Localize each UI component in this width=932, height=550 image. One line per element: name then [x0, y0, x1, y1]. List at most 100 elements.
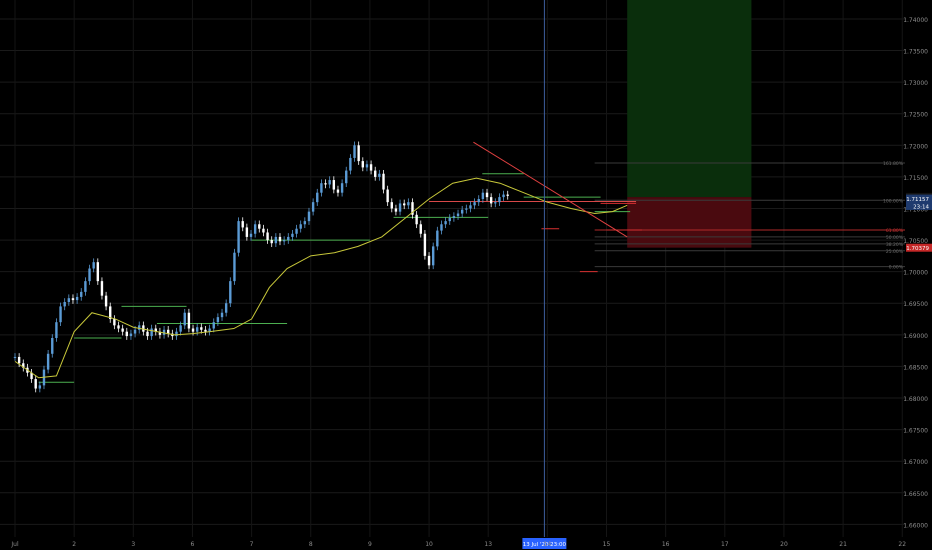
candle-body [22, 363, 25, 368]
candle-body [75, 296, 79, 301]
candle-body [191, 328, 195, 332]
candle-body [46, 353, 50, 370]
candle-body [390, 202, 393, 209]
price-tick-label: 1.72000 [903, 143, 928, 150]
candle-body [374, 170, 377, 177]
candle-body [386, 189, 389, 203]
candle-body [361, 161, 365, 168]
price-tick-label: 1.68500 [903, 364, 928, 371]
fib-level-label: 50.00% [886, 235, 904, 241]
price-tick-label: 1.73000 [903, 80, 928, 87]
time-tick-label: 8 [309, 541, 313, 548]
candle-body [84, 281, 87, 292]
candle-body [357, 145, 360, 162]
candle-body [80, 291, 83, 297]
candle-body [398, 203, 402, 212]
candle-body [262, 228, 265, 233]
moving-average [14, 177, 628, 379]
candle-body [63, 301, 66, 307]
descending-trendline [473, 141, 628, 238]
candle-body [17, 356, 21, 364]
fib-level-label: 161.80% [883, 161, 904, 167]
position-tool[interactable] [627, 0, 752, 248]
candle-body [38, 385, 42, 389]
candle-body [403, 203, 406, 206]
candle-body [166, 329, 170, 334]
candle-body [216, 317, 220, 323]
time-axis[interactable]: Jul 2 3 6 7 8 9 10 13 14 15 16 17 20 21 22 [10, 541, 906, 548]
candle-body [142, 325, 145, 332]
candle-body [224, 303, 228, 313]
price-tick-label: 1.67500 [903, 428, 928, 435]
bid-price-tag-bg [906, 194, 932, 203]
candle-body [440, 224, 443, 231]
candle-body [30, 372, 33, 380]
candle-body [448, 217, 451, 222]
candle-body [109, 306, 112, 320]
price-tick-label: 1.69500 [903, 301, 928, 308]
candle-body [498, 197, 501, 203]
candle-body [295, 228, 298, 234]
candle-body [378, 173, 381, 177]
price-tick-label: 1.73500 [903, 49, 928, 56]
stop-price-tag-bg [906, 243, 932, 252]
candle-body [481, 192, 485, 200]
crosshair-time-label: 13 Jul '20 23:00 [523, 542, 567, 548]
candle-body [477, 199, 480, 203]
candle-body [460, 209, 464, 214]
time-tick-label: 13 [484, 541, 492, 548]
candle-body [340, 183, 344, 193]
candle-body [245, 227, 249, 237]
candle-body [303, 221, 307, 225]
candle-body [154, 328, 157, 332]
price-axis[interactable]: 1.74000 1.73500 1.73000 1.72500 1.72000 1.715… [903, 17, 932, 529]
candle-body [489, 197, 493, 204]
time-tick-label: 22 [898, 541, 906, 548]
price-tick-label: 1.71500 [903, 175, 928, 182]
fib-level-label: 0.00% [889, 265, 904, 271]
candle-body [452, 216, 456, 218]
candle-body [328, 180, 331, 185]
countdown-tag: 23:14 [913, 204, 929, 210]
candle-body [117, 325, 120, 329]
candle-body [13, 356, 17, 358]
price-tick-label: 1.66000 [903, 522, 928, 529]
candle-body [92, 262, 95, 269]
price-tick-label: 1.67000 [903, 459, 928, 466]
candle-body [287, 236, 290, 241]
time-tick-label: 7 [250, 541, 254, 548]
moving-average-line [14, 177, 628, 379]
candle-body [456, 213, 460, 217]
loss-zone [627, 197, 752, 248]
candle-body [67, 298, 71, 302]
candle-body [278, 236, 282, 242]
candle-body [494, 202, 497, 204]
candle-body [274, 236, 278, 244]
candle-body [282, 240, 286, 242]
time-tick-label: 6 [191, 541, 195, 548]
candle-body [369, 164, 373, 171]
stop-price-tag: 1.70379 [906, 246, 929, 252]
time-tick-label: 20 [780, 541, 788, 548]
candle-body [419, 224, 422, 234]
time-tick-label: 16 [662, 541, 670, 548]
candle-body [212, 322, 215, 329]
profit-zone [627, 0, 752, 198]
candle-body [324, 183, 327, 185]
candle-body [162, 329, 166, 335]
candle-body [249, 233, 253, 237]
fib-level-label: 100.00% [883, 198, 904, 204]
candle-body [138, 325, 141, 330]
candle-body [427, 255, 431, 266]
candlesticks [13, 141, 509, 393]
time-tick-label: 2 [72, 541, 76, 548]
candle-body [345, 170, 348, 184]
candle-body [266, 232, 269, 241]
fib-level-label: 25.00% [886, 249, 904, 255]
candle-body [59, 306, 62, 323]
price-tick-label: 1.69000 [903, 333, 928, 340]
candle-body [253, 224, 257, 234]
candle-body [113, 319, 116, 326]
candle-body [208, 328, 211, 332]
